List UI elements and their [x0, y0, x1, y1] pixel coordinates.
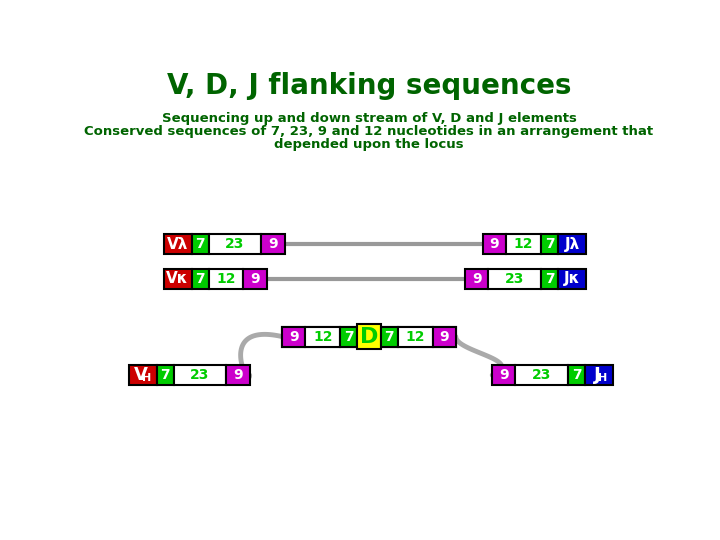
Bar — [192, 234, 209, 254]
Text: 7: 7 — [545, 237, 554, 251]
Text: 9: 9 — [499, 368, 508, 382]
Text: Sequencing up and down stream of V, D and J elements: Sequencing up and down stream of V, D an… — [161, 112, 577, 125]
Text: H: H — [142, 373, 151, 383]
Text: Jκ: Jκ — [564, 272, 580, 286]
Text: 7: 7 — [195, 237, 205, 251]
Text: 23: 23 — [225, 237, 245, 251]
Bar — [243, 269, 266, 289]
Bar — [558, 269, 586, 289]
Text: Vκ: Vκ — [166, 272, 189, 286]
Text: H: H — [598, 373, 608, 383]
Bar — [226, 365, 250, 385]
Text: 9: 9 — [268, 237, 278, 251]
Text: 9: 9 — [289, 329, 299, 343]
Bar — [282, 327, 305, 347]
Bar — [541, 234, 558, 254]
Bar — [465, 269, 488, 289]
Text: 7: 7 — [572, 368, 582, 382]
Text: 9: 9 — [233, 368, 243, 382]
Bar — [305, 327, 341, 347]
Bar — [516, 365, 568, 385]
Bar — [433, 327, 456, 347]
Bar — [585, 365, 613, 385]
Bar — [157, 365, 174, 385]
Text: 23: 23 — [532, 368, 552, 382]
Bar — [357, 327, 381, 347]
Bar — [163, 234, 192, 254]
Text: 7: 7 — [161, 368, 170, 382]
Text: Conserved sequences of 7, 23, 9 and 12 nucleotides in an arrangement that: Conserved sequences of 7, 23, 9 and 12 n… — [84, 125, 654, 138]
Bar — [209, 269, 243, 289]
Bar — [541, 269, 558, 289]
Bar — [209, 234, 261, 254]
Text: 12: 12 — [405, 329, 425, 343]
Text: 23: 23 — [505, 272, 524, 286]
Bar — [483, 234, 506, 254]
Bar — [506, 234, 541, 254]
Bar — [558, 234, 586, 254]
Text: 9: 9 — [251, 272, 260, 286]
Text: Jλ: Jλ — [564, 237, 580, 252]
Text: 23: 23 — [190, 368, 210, 382]
Text: D: D — [360, 327, 378, 347]
Text: V, D, J flanking sequences: V, D, J flanking sequences — [167, 72, 571, 100]
Text: 9: 9 — [472, 272, 482, 286]
Text: 7: 7 — [344, 329, 354, 343]
Bar — [261, 234, 284, 254]
Bar — [492, 365, 516, 385]
Text: 9: 9 — [439, 329, 449, 343]
Bar — [488, 269, 541, 289]
Text: 7: 7 — [545, 272, 554, 286]
Text: 12: 12 — [313, 329, 333, 343]
Bar — [397, 327, 433, 347]
Bar — [129, 365, 157, 385]
Text: 7: 7 — [195, 272, 205, 286]
Bar — [174, 365, 226, 385]
Text: 12: 12 — [514, 237, 534, 251]
Text: 9: 9 — [490, 237, 500, 251]
Text: Vλ: Vλ — [167, 237, 188, 252]
Bar — [381, 327, 397, 347]
Bar — [163, 269, 192, 289]
Text: 12: 12 — [216, 272, 235, 286]
Text: 7: 7 — [384, 329, 394, 343]
Text: V: V — [133, 366, 148, 384]
Bar — [192, 269, 209, 289]
Bar — [568, 365, 585, 385]
Text: depended upon the locus: depended upon the locus — [274, 138, 464, 151]
Bar — [341, 327, 357, 347]
Bar — [282, 327, 456, 347]
Text: J: J — [593, 366, 600, 384]
Bar — [357, 325, 381, 349]
